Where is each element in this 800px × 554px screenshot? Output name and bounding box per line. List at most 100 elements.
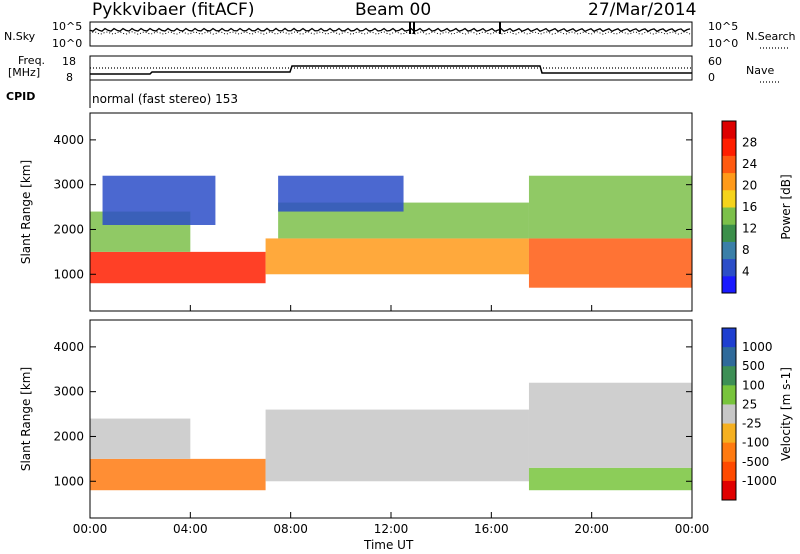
power-gap-cell (197, 224, 201, 228)
nsearch-trace (89, 31, 691, 35)
y-tick-label: 3000 (53, 385, 84, 399)
velocity-colorbar-cell (722, 442, 736, 463)
velocity-gap-cell (546, 489, 550, 493)
nsky-label: N.Sky (4, 30, 36, 43)
velocity-colorbar-cell (722, 461, 736, 482)
date-label: 27/Mar/2014 (588, 0, 697, 20)
power-band (90, 251, 266, 284)
x-tick-label: 04:00 (173, 522, 208, 536)
velocity-colorbar-cell (722, 328, 736, 348)
freq-tick-bottom: 8 (66, 71, 73, 84)
cpid-text: normal (fast stereo) 153 (92, 92, 239, 106)
power-gap-cell (573, 287, 577, 291)
x-tick-label: 08:00 (273, 522, 308, 536)
power-colorbar-label: Power [dB] (779, 174, 793, 239)
power-colorbar-tick: 24 (742, 157, 757, 171)
velocity-band (528, 382, 692, 468)
power-gap-cell (266, 273, 270, 277)
power-colorbar-tick: 4 (742, 265, 750, 279)
power-colorbar-cell (722, 275, 736, 294)
power-colorbar-tick: 16 (742, 200, 757, 214)
velocity-colorbar-tick: 25 (742, 397, 757, 411)
power-colorbar-cell (722, 207, 736, 225)
power-colorbar-cell (722, 224, 736, 242)
power-band (528, 175, 692, 239)
power-colorbar-tick: 28 (742, 136, 757, 150)
power-gap-cell (240, 282, 244, 286)
freq-label: Freq. (18, 54, 46, 67)
nsky-trace (89, 27, 691, 33)
power-gap-cell (254, 282, 258, 286)
velocity-colorbar-cell (722, 480, 736, 501)
freq-tick-top: 18 (62, 55, 76, 68)
velocity-band (90, 458, 266, 491)
velocity-gap-cell (640, 489, 644, 493)
power-gap-cell (105, 282, 109, 286)
velocity-colorbar-cell (722, 385, 736, 405)
power-colorbar-cell (722, 172, 736, 191)
velocity-colorbar-tick: -500 (742, 455, 769, 469)
velocity-gap-cell (653, 488, 657, 492)
power-band (528, 238, 692, 288)
nave-label: Nave (746, 64, 775, 77)
velocity-colorbar-tick: -100 (742, 436, 769, 450)
velocity-gap-cell (189, 424, 193, 428)
power-band (102, 175, 216, 225)
velocity-gap-cell (407, 480, 411, 484)
x-tick-label: 20:00 (574, 522, 609, 536)
cpid-label: CPID (6, 90, 36, 103)
y-tick-label: 4000 (53, 340, 84, 354)
velocity-colorbar-tick: 100 (742, 378, 765, 392)
power-colorbar-tick: 8 (742, 243, 750, 257)
velocity-colorbar-tick: -1000 (742, 474, 777, 488)
noise-tick-bottom-right: 10^0 (708, 37, 739, 50)
velocity-gap-cell (564, 488, 568, 492)
velocity-band (265, 409, 529, 482)
power-colorbar-tick: 12 (742, 222, 757, 236)
y-tick-label: 2000 (53, 222, 84, 236)
power-colorbar-cell (722, 241, 736, 260)
beam-label: Beam 00 (355, 0, 432, 20)
velocity-band (528, 467, 692, 491)
plot-title: Pykkvibaer (fitACF) (92, 0, 255, 20)
x-tick-label: 00:00 (73, 522, 108, 536)
y-tick-label: 3000 (53, 178, 84, 192)
velocity-colorbar-tick: -25 (742, 417, 762, 431)
y-tick-label: 2000 (53, 429, 84, 443)
y-tick-label: 4000 (53, 133, 84, 147)
power-band (278, 175, 404, 212)
velocity-band (90, 418, 191, 459)
x-tick-label: 12:00 (374, 522, 409, 536)
noise-tick-bottom-left: 10^0 (52, 37, 83, 50)
velocity-colorbar-cell (722, 366, 736, 386)
noise-tick-top-left: 10^5 (52, 20, 83, 33)
power-band (265, 238, 529, 275)
velocity-y-axis-label: Slant Range [km] (19, 367, 33, 471)
power-colorbar-frame (721, 120, 737, 294)
velocity-gap-cell (227, 490, 231, 494)
x-axis-label: Time UT (364, 538, 414, 552)
power-colorbar-tick: 20 (742, 179, 757, 193)
velocity-colorbar-frame (721, 327, 737, 501)
power-colorbar-cell (722, 138, 736, 156)
velocity-colorbar-cell (722, 347, 736, 367)
power-gap-cell (136, 281, 140, 285)
velocity-colorbar-cell (722, 423, 736, 444)
velocity-colorbar-cell (722, 404, 736, 425)
freq-unit-label: [MHz] (8, 66, 41, 79)
nave-tick-bottom: 0 (708, 71, 715, 84)
nsearch-label: N.Search (746, 30, 796, 43)
power-gap-cell (119, 282, 123, 286)
y-tick-label: 1000 (53, 474, 84, 488)
power-y-axis-label: Slant Range [km] (19, 160, 33, 264)
velocity-gap-cell (242, 489, 246, 493)
x-tick-label: 00:00 (675, 522, 710, 536)
freq-trace (90, 65, 692, 75)
y-tick-label: 1000 (53, 267, 84, 281)
power-colorbar-cell (722, 189, 736, 208)
power-colorbar-cell (722, 121, 736, 139)
noise-tick-top-right: 10^5 (708, 20, 739, 33)
power-colorbar-cell (722, 155, 736, 174)
